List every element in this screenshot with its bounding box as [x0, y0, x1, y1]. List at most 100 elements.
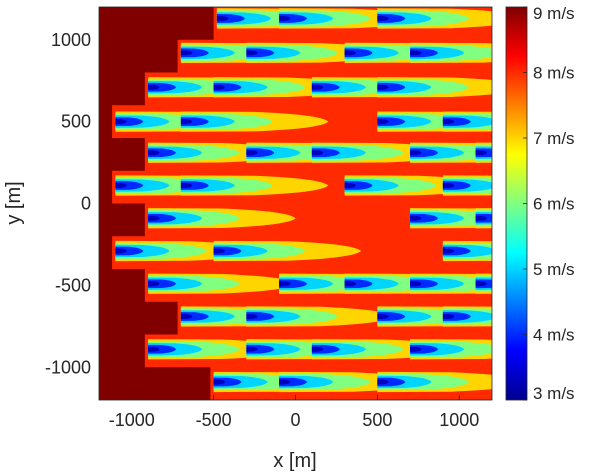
turbine-wake: [377, 77, 492, 98]
wake-contour: [279, 377, 307, 387]
wake-contour: [311, 148, 340, 158]
wake-contour: [279, 279, 307, 289]
turbine-wake: [213, 240, 361, 262]
turbine-wake: [246, 306, 394, 327]
wake-contour: [180, 312, 209, 321]
wake-contour: [475, 150, 488, 156]
x-tick-label: -500: [196, 410, 232, 430]
colorbar-tick-label: 9 m/s: [533, 4, 575, 23]
colorbar-tick-label: 7 m/s: [533, 129, 575, 148]
wake-contour: [216, 14, 245, 23]
turbine-wake: [377, 371, 492, 393]
wake-contour: [246, 312, 275, 321]
wake-contour: [410, 281, 422, 287]
wake-contour: [377, 377, 406, 387]
wake-contour: [115, 183, 127, 188]
wake-contour: [344, 183, 357, 188]
turbine-wake: [148, 273, 296, 294]
wake-contour: [377, 82, 406, 92]
wake-contour: [213, 379, 226, 385]
wake-contour: [410, 346, 422, 352]
wake-contour: [246, 148, 275, 158]
wake-contour: [148, 344, 176, 354]
wake-contour: [213, 246, 242, 256]
wake-contour: [148, 84, 160, 90]
wake-contour: [344, 48, 373, 58]
wake-contour: [442, 314, 455, 319]
wake-contour: [410, 50, 422, 56]
y-axis-title: y [m]: [3, 181, 25, 224]
wake-contour: [344, 50, 357, 56]
wake-contour: [213, 377, 242, 387]
wake-contour: [377, 119, 389, 125]
wake-contour: [377, 16, 389, 21]
wake-contour: [311, 346, 324, 352]
turbine-wake: [180, 111, 329, 132]
wake-contour: [213, 84, 226, 90]
turbine-wake: [442, 111, 492, 132]
wake-contour: [410, 150, 422, 156]
wake-contour: [410, 344, 438, 354]
wake-contour: [410, 279, 438, 289]
wake-contour: [115, 119, 127, 125]
wake-contour: [410, 48, 438, 58]
wake-contour: [410, 213, 438, 223]
wake-contour: [180, 48, 209, 58]
wake-contour: [377, 379, 389, 385]
wake-contour: [180, 50, 193, 56]
turbine-wake: [148, 208, 296, 229]
colorbar-tick-label: 8 m/s: [533, 64, 575, 83]
turbine-wake: [377, 8, 492, 29]
wake-contour: [279, 379, 291, 385]
wake-contour: [180, 181, 209, 190]
wake-contour: [115, 248, 127, 254]
wake-contour: [180, 183, 193, 188]
colorbar-tick-label: 6 m/s: [533, 195, 575, 214]
turbine-wake: [475, 273, 492, 294]
wake-contour: [442, 181, 471, 190]
wake-contour: [148, 279, 176, 289]
wake-contour: [148, 82, 176, 92]
colorbar-ticks: 3 m/s 4 m/s 5 m/s 6 m/s 7 m/s 8 m/s 9 m/s: [523, 4, 575, 403]
wake-contour: [213, 82, 242, 92]
x-axis-title: x [m]: [273, 450, 316, 472]
y-axis: -1000 -500 0 500 1000: [45, 30, 104, 377]
wake-contour: [344, 281, 357, 287]
colorbar-tick-label: 5 m/s: [533, 260, 575, 279]
x-tick-label: 500: [362, 410, 392, 430]
wake-contour: [246, 344, 275, 354]
wake-contour: [344, 279, 373, 289]
wake-contour: [442, 117, 471, 127]
wake-contour: [148, 148, 176, 158]
turbine-wake: [442, 306, 492, 327]
turbine-wake: [410, 339, 492, 360]
wake-contour: [246, 314, 258, 319]
wake-contour: [311, 82, 340, 92]
turbine-wake: [180, 175, 329, 196]
wake-contour: [377, 312, 406, 321]
wake-contour: [115, 117, 144, 127]
wake-contour: [344, 181, 373, 190]
wake-contour: [213, 248, 226, 254]
wake-contour: [115, 246, 144, 256]
wake-contour: [148, 346, 160, 352]
colorbar-tick-label: 4 m/s: [533, 326, 575, 345]
wake-contour: [311, 344, 340, 354]
plot-area: [99, 7, 492, 400]
wake-contour: [442, 183, 455, 188]
wake-background-region: [112, 7, 492, 400]
wake-contour: [180, 314, 193, 319]
wake-contour: [279, 16, 291, 21]
wake-layer: [115, 8, 492, 393]
wake-contour: [377, 314, 389, 319]
x-tick-label: -1000: [109, 410, 155, 430]
wake-contour: [246, 50, 258, 56]
wake-contour: [410, 215, 422, 221]
turbine-wake: [442, 175, 492, 196]
wake-contour: [246, 150, 258, 156]
turbine-wake: [410, 273, 492, 294]
turbine-wake: [442, 240, 492, 262]
y-tick-label: -500: [55, 275, 91, 295]
wake-contour: [475, 281, 488, 287]
